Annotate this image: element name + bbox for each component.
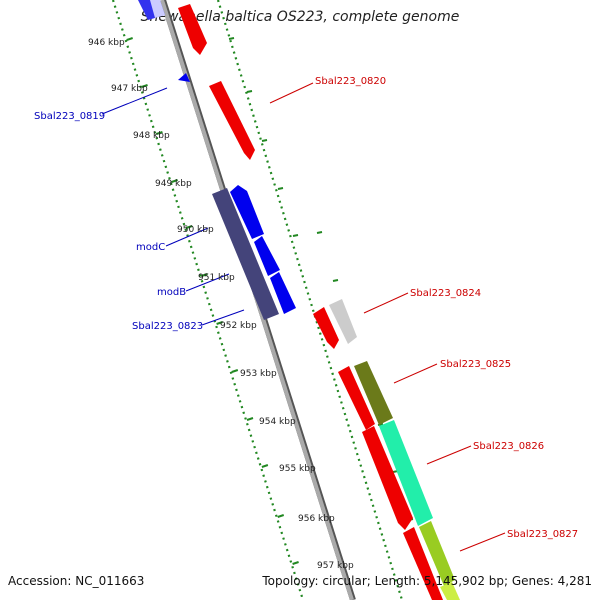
kbp-label: 953 kbp [240, 369, 277, 379]
connector-Sbal223_0823 [201, 309, 245, 326]
gene-label-modC[interactable]: modC [136, 242, 165, 253]
connector-modB [185, 273, 230, 292]
inner-tick [292, 234, 299, 237]
gene-Sbal223_0824[interactable] [329, 299, 357, 344]
kbp-ticks [126, 37, 299, 565]
connector-modC [165, 227, 209, 247]
genome-stats-text: Topology: circular; Length: 5,145,902 bp… [262, 574, 592, 588]
gene-Sbal223_0826-red[interactable] [362, 426, 413, 530]
gene-Sbal223_0823[interactable] [212, 188, 279, 320]
gene-label-Sbal223_0827[interactable]: Sbal223_0827 [507, 529, 578, 540]
inner-tick [277, 187, 284, 190]
kbp-label: 946 kbp [88, 38, 125, 48]
connector-Sbal223_0827 [459, 532, 506, 552]
gene-Sbal223_0826[interactable] [379, 420, 433, 526]
kbp-tick [201, 273, 208, 277]
connector-Sbal223_0824 [363, 292, 409, 314]
kbp-tick [141, 84, 148, 88]
gene-Sbal223_0827[interactable] [419, 521, 455, 586]
gene-label-Sbal223_0825[interactable]: Sbal223_0825 [440, 359, 511, 370]
map-title: Shewanella baltica OS223, complete genom… [140, 9, 460, 25]
gene-Sbal223_0827-extra [440, 582, 460, 600]
gene-label-Sbal223_0820[interactable]: Sbal223_0820 [315, 76, 386, 87]
kbp-label: 951 kbp [198, 273, 235, 283]
inner-tick [332, 279, 339, 282]
kbp-tick [185, 225, 193, 229]
inner-tick [377, 423, 384, 426]
kbp-label: 948 kbp [133, 131, 170, 141]
kbp-label: 956 kbp [298, 514, 335, 524]
kbp-label: 954 kbp [259, 417, 296, 427]
gene-label-modB[interactable]: modB [157, 287, 186, 298]
gene-label-Sbal223_0824[interactable]: Sbal223_0824 [410, 288, 481, 299]
kbp-tick [246, 417, 254, 421]
gene-Sbal223_0818-shade [150, 0, 165, 18]
kbp-label: 950 kbp [177, 225, 214, 235]
gene-modB[interactable] [254, 236, 280, 276]
gene-modC[interactable] [230, 185, 264, 239]
kbp-tick [231, 369, 239, 373]
inner-tick [261, 139, 268, 142]
inner-tick [246, 90, 253, 93]
gene-Sbal223_0825[interactable] [354, 361, 393, 425]
gene-Sbal223_0820[interactable] [209, 81, 255, 160]
kbp-tick [292, 561, 299, 565]
inner-tick [228, 37, 235, 40]
connector-Sbal223_0820 [269, 82, 314, 104]
kbp-tick [171, 179, 178, 183]
gene-modA[interactable] [270, 272, 296, 314]
gene-label-Sbal223_0826[interactable]: Sbal223_0826 [473, 441, 544, 452]
kbp-label: 949 kbp [155, 179, 192, 189]
kbp-tick [156, 131, 163, 135]
gene-label-Sbal223_0819[interactable]: Sbal223_0819 [34, 111, 105, 122]
kbp-tick [277, 514, 285, 518]
gene-Sbal223_0825-red[interactable] [338, 366, 375, 430]
kbp-label: 952 kbp [220, 321, 257, 331]
gene-label-Sbal223_0823[interactable]: Sbal223_0823 [132, 321, 203, 332]
inner-tick [316, 231, 323, 234]
kbp-tick [126, 37, 133, 41]
connector-Sbal223_0819 [101, 87, 168, 115]
inner-ruler-line [216, 0, 404, 600]
kbp-label: 947 kbp [111, 84, 148, 94]
accession-text: Accession: NC_011663 [8, 574, 145, 588]
gene-Sbal223_0824-red[interactable] [313, 307, 339, 349]
kbp-label: 955 kbp [279, 464, 316, 474]
kbp-tick [216, 321, 223, 325]
kbp-label: 957 kbp [317, 561, 354, 571]
gene-Sbal223_0819[interactable] [178, 73, 190, 82]
connector-Sbal223_0826 [426, 445, 472, 465]
gene-Sbal223_0827-red[interactable] [403, 527, 443, 600]
connector-Sbal223_0825 [393, 363, 438, 384]
gene-Sbal223_0817[interactable] [178, 4, 207, 55]
kbp-tick [261, 464, 269, 468]
